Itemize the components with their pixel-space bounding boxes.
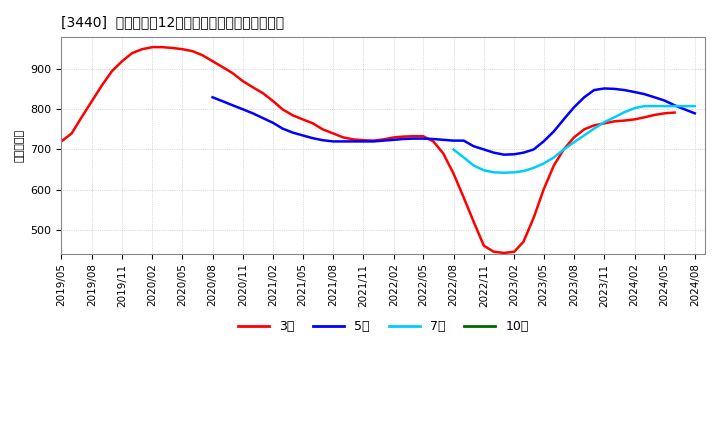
- Y-axis label: （百万円）: （百万円）: [15, 129, 25, 162]
- Text: [3440]  当期純利益12か月移動合計の平均値の推移: [3440] 当期純利益12か月移動合計の平均値の推移: [61, 15, 284, 29]
- Legend: 3年, 5年, 7年, 10年: 3年, 5年, 7年, 10年: [233, 315, 534, 338]
